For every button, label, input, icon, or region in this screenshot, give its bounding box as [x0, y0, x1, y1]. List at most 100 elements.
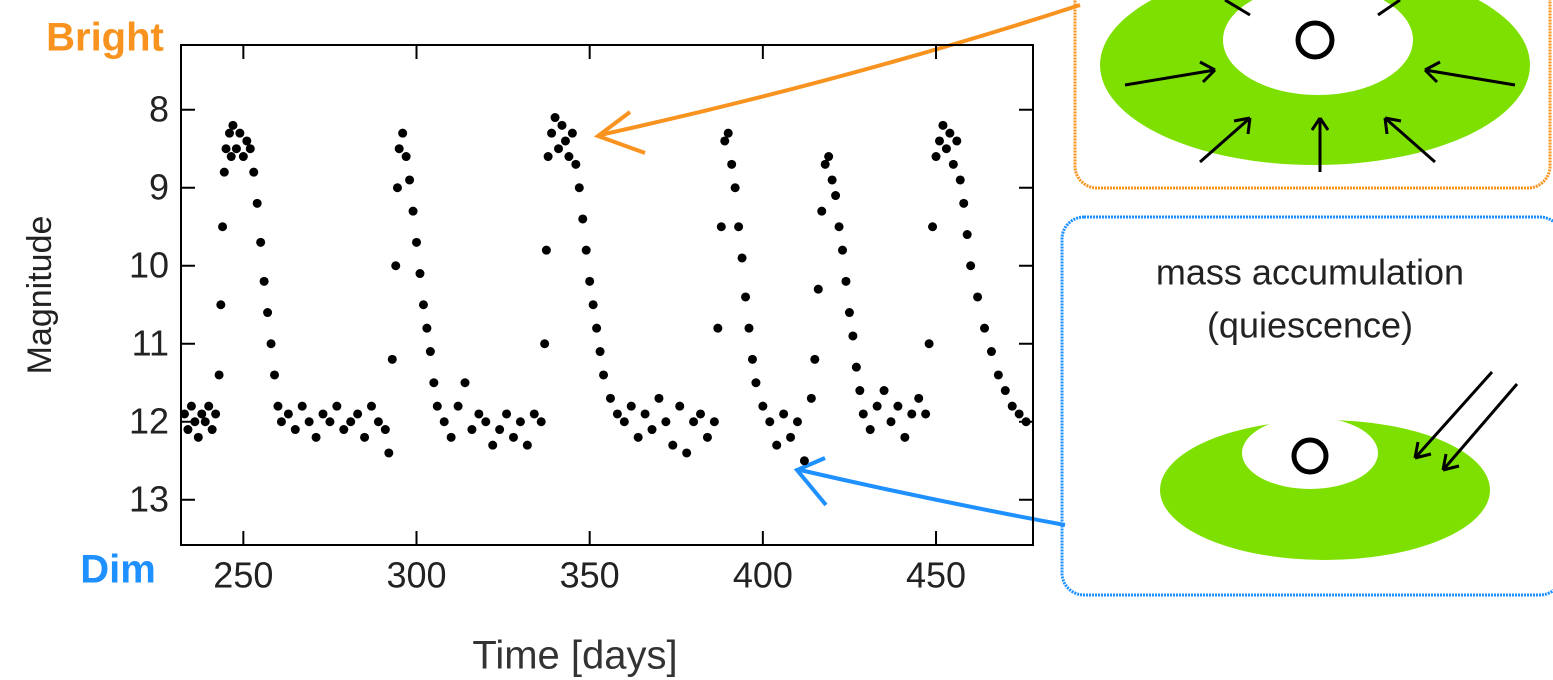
data-point — [242, 136, 252, 146]
data-point — [547, 128, 557, 138]
data-point — [938, 120, 948, 130]
data-point — [619, 417, 629, 427]
data-point — [921, 409, 931, 419]
data-point — [640, 409, 650, 419]
data-point — [252, 198, 262, 208]
data-point — [851, 362, 861, 372]
x-tick-label: 350 — [560, 555, 620, 596]
data-point — [962, 230, 972, 240]
data-point — [186, 401, 196, 411]
data-point — [931, 152, 941, 162]
data-point — [1021, 417, 1031, 427]
data-point — [848, 331, 858, 341]
data-point — [560, 136, 570, 146]
data-point — [820, 159, 830, 169]
data-point — [581, 245, 591, 255]
data-point — [238, 152, 248, 162]
data-point — [183, 425, 193, 435]
data-point — [515, 417, 525, 427]
data-point — [948, 159, 958, 169]
data-point — [398, 128, 408, 138]
data-point — [508, 432, 518, 442]
data-point — [387, 354, 397, 364]
data-point — [734, 222, 744, 232]
data-point — [1000, 386, 1010, 396]
data-point — [226, 152, 236, 162]
data-point — [245, 144, 255, 154]
data-point — [216, 300, 226, 310]
data-point — [179, 409, 189, 419]
data-point — [907, 409, 917, 419]
data-point — [966, 261, 976, 271]
data-point — [228, 120, 238, 130]
data-point — [540, 339, 550, 349]
y-tick-label: 9 — [149, 166, 169, 207]
data-point — [193, 432, 203, 442]
data-point — [661, 417, 671, 427]
data-point — [391, 261, 401, 271]
data-point — [675, 401, 685, 411]
data-point — [218, 222, 228, 232]
data-point — [1014, 409, 1024, 419]
data-point — [488, 440, 498, 450]
data-point — [838, 245, 848, 255]
data-point — [720, 136, 730, 146]
data-point — [360, 432, 370, 442]
data-point — [197, 409, 207, 419]
data-point — [392, 183, 402, 193]
data-point — [467, 425, 477, 435]
data-point — [605, 393, 615, 403]
data-point — [689, 417, 699, 427]
data-point — [751, 378, 761, 388]
y-tick-label: 10 — [129, 244, 169, 285]
data-point — [810, 354, 820, 364]
data-point — [723, 128, 733, 138]
x-tick-label: 300 — [386, 555, 446, 596]
data-point — [702, 432, 712, 442]
data-point — [872, 401, 882, 411]
data-point — [432, 401, 442, 411]
data-point — [541, 245, 551, 255]
data-point — [567, 128, 577, 138]
data-points — [179, 113, 1031, 466]
data-point — [696, 409, 706, 419]
data-point — [595, 347, 605, 357]
y-tick-label: 11 — [132, 322, 169, 363]
data-point — [332, 401, 342, 411]
data-point — [799, 456, 809, 466]
data-point — [574, 183, 584, 193]
data-point — [380, 425, 390, 435]
y-tick-label: 12 — [129, 400, 169, 441]
data-point — [980, 323, 990, 333]
data-point — [713, 323, 723, 333]
data-point — [415, 269, 425, 279]
data-point — [741, 292, 751, 302]
data-point — [682, 448, 692, 458]
data-point — [779, 409, 789, 419]
data-point — [928, 222, 938, 232]
data-point — [786, 432, 796, 442]
data-point — [841, 276, 851, 286]
data-point — [633, 432, 643, 442]
data-point — [422, 323, 432, 333]
data-point — [924, 339, 934, 349]
data-point — [219, 167, 229, 177]
data-point — [249, 167, 259, 177]
data-point — [592, 323, 602, 333]
data-point — [588, 300, 598, 310]
data-point — [311, 432, 321, 442]
data-point — [585, 276, 595, 286]
data-point — [373, 417, 383, 427]
data-point — [945, 128, 955, 138]
data-point — [564, 152, 574, 162]
data-point — [1007, 401, 1017, 411]
data-point — [221, 144, 231, 154]
data-point — [557, 120, 567, 130]
data-point — [550, 113, 560, 123]
data-point — [879, 386, 889, 396]
data-point — [425, 347, 435, 357]
data-point — [813, 284, 823, 294]
y-axis-label: Magnitude — [21, 216, 59, 375]
data-point — [993, 370, 1003, 380]
